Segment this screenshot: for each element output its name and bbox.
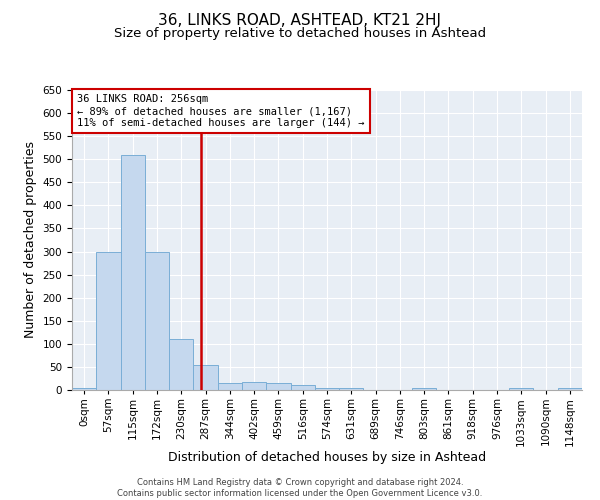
Bar	[290, 386, 315, 390]
Bar	[121, 154, 145, 390]
Bar	[558, 388, 582, 390]
Bar	[218, 383, 242, 390]
Bar	[193, 364, 218, 390]
Bar	[169, 339, 193, 390]
X-axis label: Distribution of detached houses by size in Ashtead: Distribution of detached houses by size …	[168, 451, 486, 464]
Text: Contains HM Land Registry data © Crown copyright and database right 2024.
Contai: Contains HM Land Registry data © Crown c…	[118, 478, 482, 498]
Bar	[339, 388, 364, 390]
Bar	[266, 383, 290, 390]
Bar	[315, 388, 339, 390]
Bar	[509, 388, 533, 390]
Bar	[72, 388, 96, 390]
Text: 36 LINKS ROAD: 256sqm
← 89% of detached houses are smaller (1,167)
11% of semi-d: 36 LINKS ROAD: 256sqm ← 89% of detached …	[77, 94, 365, 128]
Text: 36, LINKS ROAD, ASHTEAD, KT21 2HJ: 36, LINKS ROAD, ASHTEAD, KT21 2HJ	[158, 12, 442, 28]
Bar	[145, 252, 169, 390]
Text: Size of property relative to detached houses in Ashtead: Size of property relative to detached ho…	[114, 28, 486, 40]
Bar	[242, 382, 266, 390]
Bar	[412, 388, 436, 390]
Bar	[96, 252, 121, 390]
Y-axis label: Number of detached properties: Number of detached properties	[24, 142, 37, 338]
